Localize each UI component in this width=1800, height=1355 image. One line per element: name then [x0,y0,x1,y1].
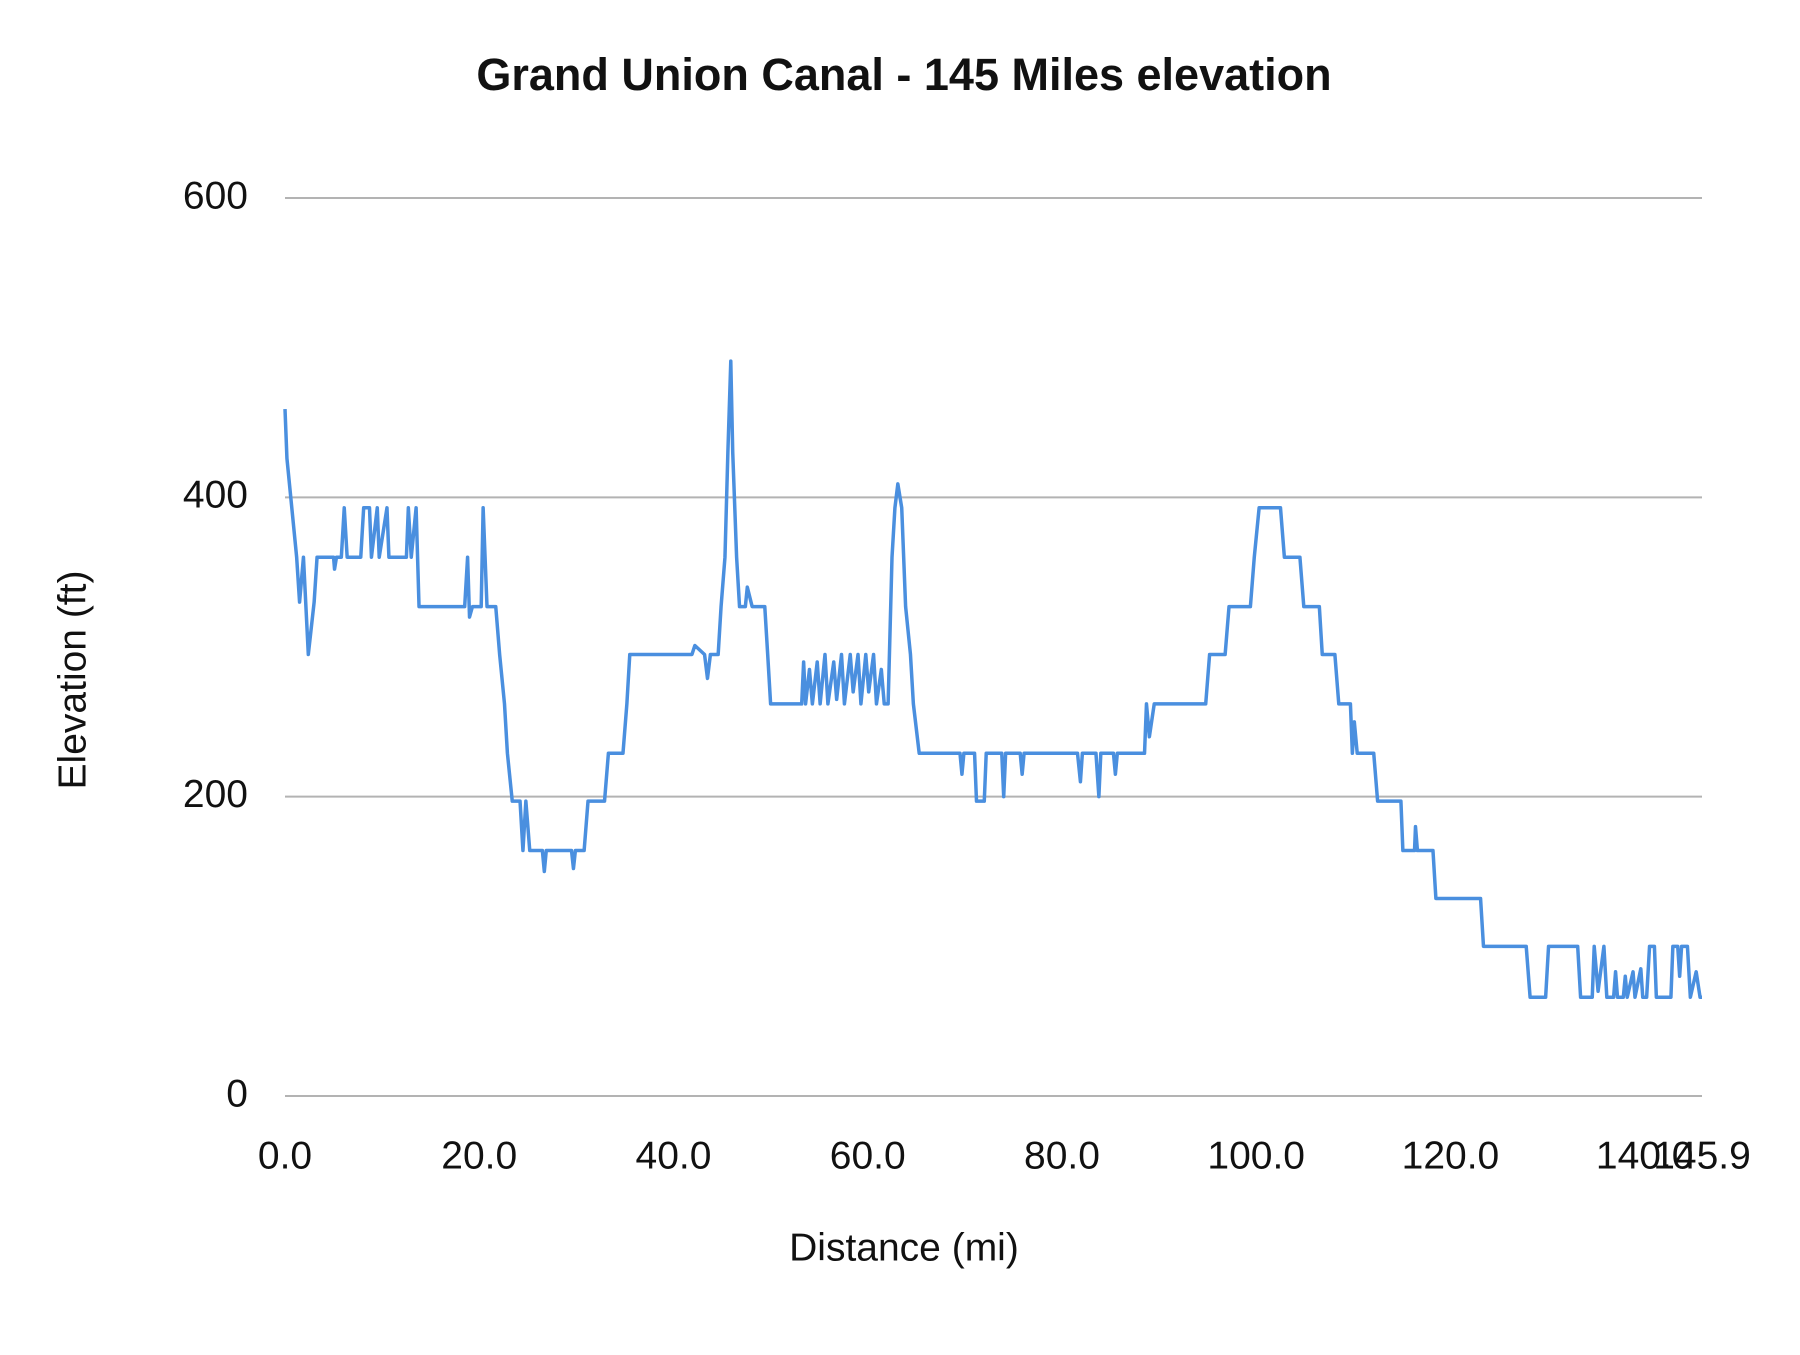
x-tick-label: 120.0 [1402,1134,1500,1177]
x-tick-label: 80.0 [1024,1134,1100,1177]
y-tick-label: 600 [183,174,248,217]
x-tick-label: 145.9 [1653,1134,1751,1177]
x-tick-label: 60.0 [830,1134,906,1177]
x-tick-label: 20.0 [441,1134,517,1177]
y-tick-label: 0 [226,1072,248,1115]
y-axis-title: Elevation (ft) [51,571,94,790]
elevation-line [283,359,1702,999]
y-tick-label: 400 [183,474,248,517]
y-tick-label: 200 [183,773,248,816]
x-tick-label: 40.0 [636,1134,712,1177]
x-tick-label: 0.0 [258,1134,312,1177]
x-axis-title: Distance (mi) [789,1226,1019,1269]
chart-title: Grand Union Canal - 145 Miles elevation [476,49,1331,100]
x-tick-label: 140.0 [1596,1134,1694,1177]
x-tick-label: 100.0 [1207,1134,1305,1177]
